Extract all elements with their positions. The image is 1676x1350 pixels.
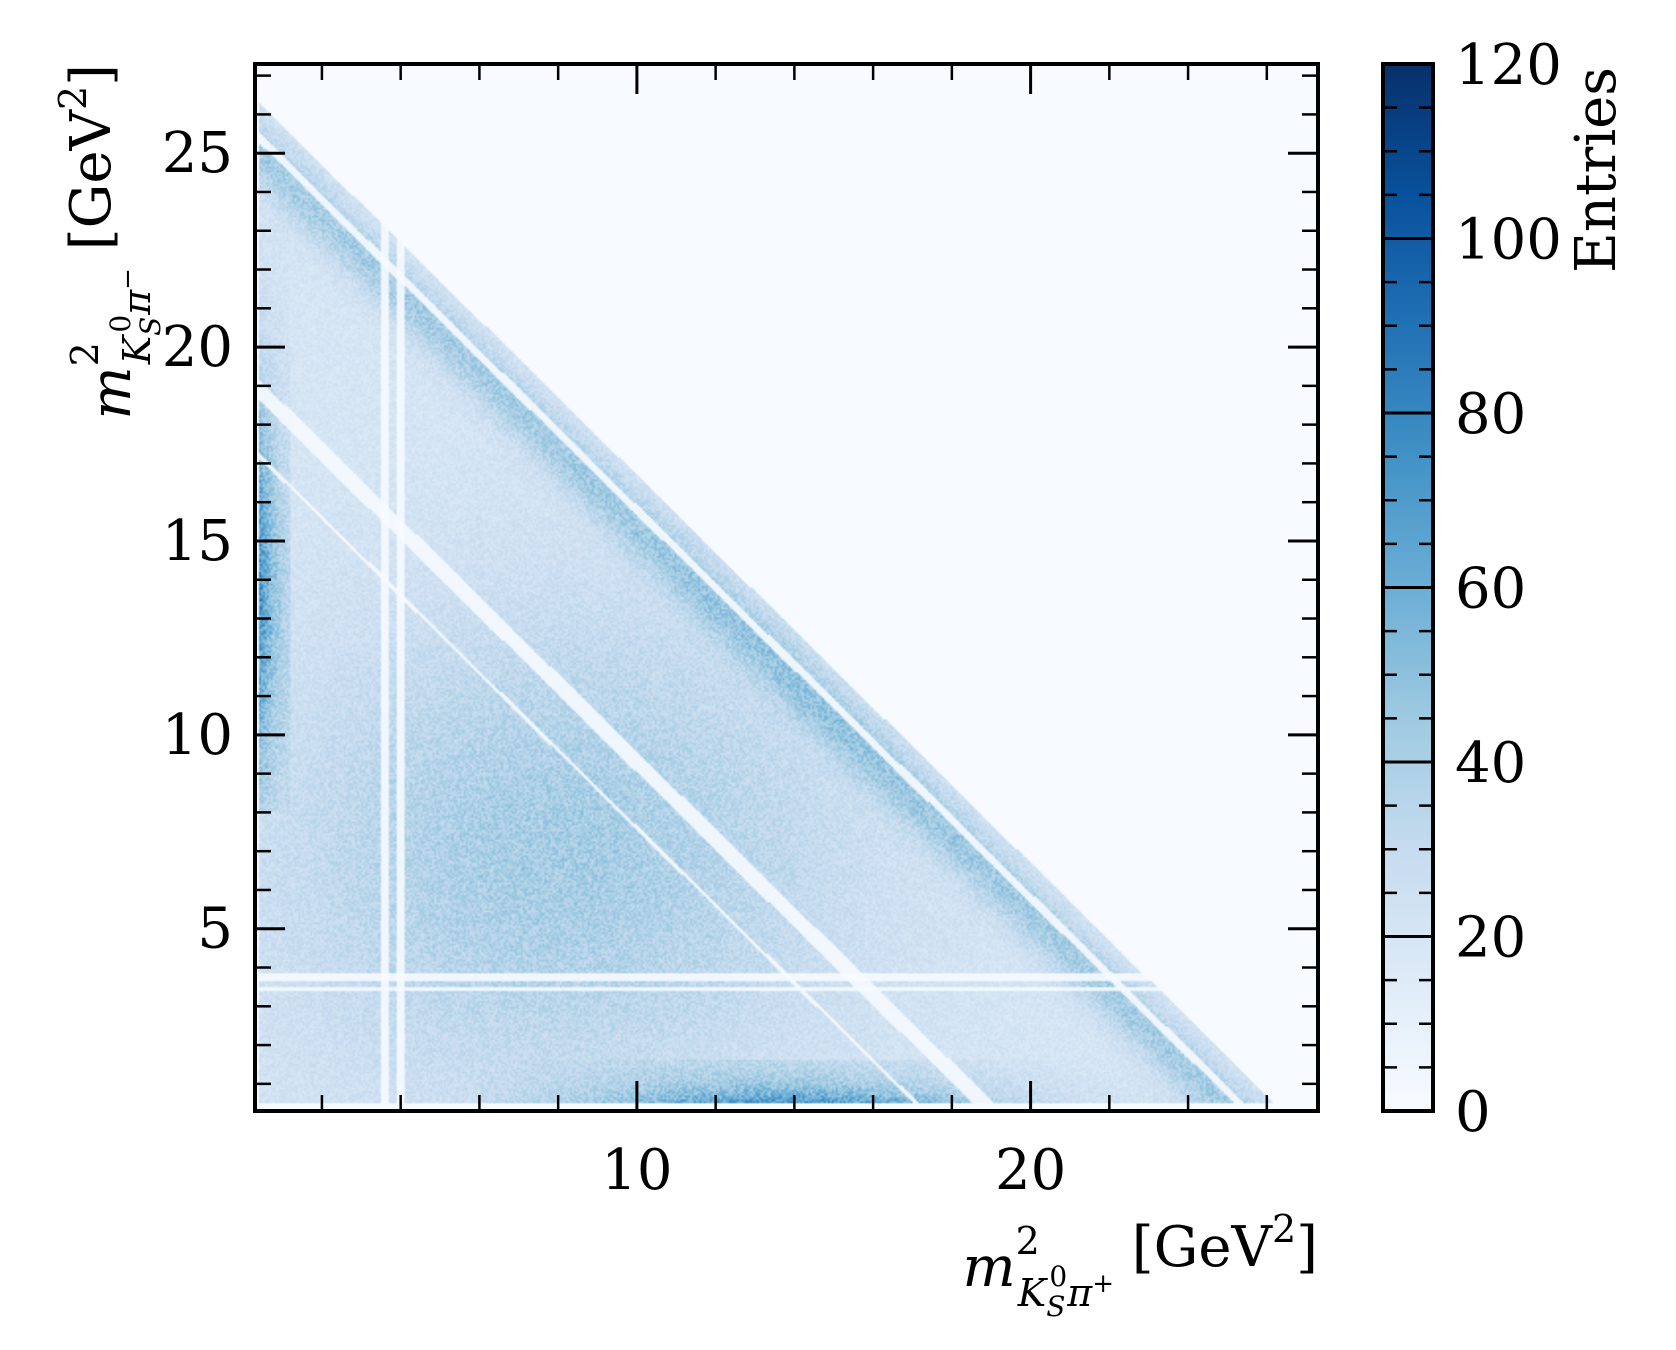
x-tick-labels: 10 20 xyxy=(601,1138,1066,1203)
y-axis-title-sub-sub: S xyxy=(134,317,167,336)
y-axis-title-sub-base: K xyxy=(115,333,159,365)
colorbar: 0 20 40 60 80 100 120 Entries xyxy=(1381,33,1629,1145)
colorbar-tick-label: 60 xyxy=(1455,557,1526,622)
y-tick-label: 25 xyxy=(162,121,233,186)
colorbar-tick-label: 100 xyxy=(1455,208,1562,273)
x-axis-title-sub-tail-sup: + xyxy=(1092,1269,1114,1299)
x-axis-title-sub-tail: π xyxy=(1066,1271,1093,1315)
x-axis-title-sub-sup: 0 xyxy=(1049,1260,1067,1293)
plot-area xyxy=(253,62,1320,1113)
y-tick-label: 5 xyxy=(197,897,233,962)
y-axis-title-sub-sup: 0 xyxy=(104,315,137,333)
y-tick-label: 20 xyxy=(162,315,233,380)
colorbar-frame xyxy=(1381,62,1435,1113)
heatmap-image xyxy=(255,64,1318,1111)
y-axis-title: m2 KS0π− [GeV2] xyxy=(51,64,167,420)
y-axis-title-unit-open: [GeV xyxy=(59,108,124,268)
x-axis-title-sup: 2 xyxy=(1016,1219,1040,1263)
y-axis-title-sub-tail-sup: − xyxy=(113,268,143,290)
x-axis-title-sub-base: K xyxy=(1017,1271,1049,1315)
colorbar-tick-label: 80 xyxy=(1455,382,1526,447)
y-tick-label: 15 xyxy=(162,509,233,574)
y-axis-ticks xyxy=(255,74,1318,1086)
y-axis-title-sub-tail: π xyxy=(115,289,159,316)
x-tick-label: 20 xyxy=(995,1138,1066,1203)
colorbar-tick-label: 20 xyxy=(1455,906,1526,971)
y-tick-label: 10 xyxy=(162,703,233,768)
colorbar-tick-label: 0 xyxy=(1455,1080,1491,1145)
x-axis-title-unit-sup: 2 xyxy=(1272,1207,1296,1251)
x-axis-title-unit-close: ] xyxy=(1296,1215,1318,1280)
x-axis-title-sub-sub: S xyxy=(1046,1290,1065,1323)
x-tick-label: 10 xyxy=(601,1138,672,1203)
x-axis-title: m2 KS0π+ [GeV2] xyxy=(963,1207,1319,1323)
x-axis-title-var: m xyxy=(963,1235,1016,1300)
colorbar-tick-label: 40 xyxy=(1455,731,1526,796)
colorbar-tick-labels: 0 20 40 60 80 100 120 xyxy=(1455,33,1562,1145)
colorbar-title: Entries xyxy=(1564,67,1629,273)
y-axis-title-unit-sup: 2 xyxy=(51,86,95,110)
y-axis-title-unit-close: ] xyxy=(59,64,124,86)
plot-frame xyxy=(253,62,1320,1113)
x-axis-title-unit-open: [GeV xyxy=(1114,1215,1274,1280)
colorbar-tick-label: 120 xyxy=(1455,33,1562,98)
y-axis-title-sup: 2 xyxy=(63,342,107,366)
x-axis-ticks xyxy=(320,64,1269,1111)
y-axis-title-var: m xyxy=(79,366,144,419)
y-tick-labels: 5 10 15 20 25 xyxy=(162,121,233,962)
